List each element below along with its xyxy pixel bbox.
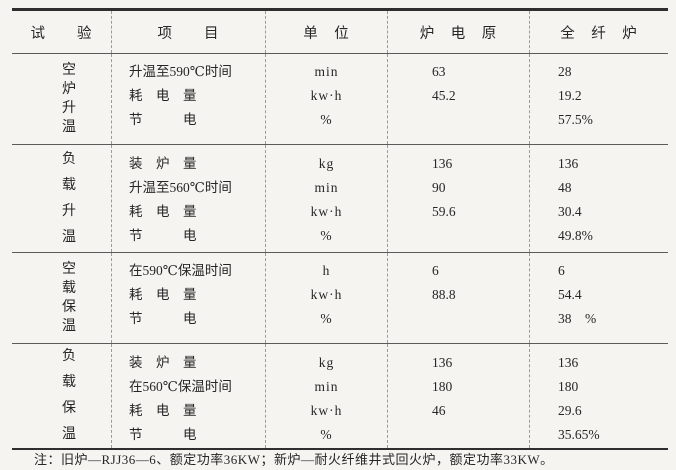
vertical-label: 负载保温 [62,349,76,442]
unit-value: kw·h [310,403,343,418]
comparison-table: 试 验 项 目 单 位 炉 电 原 全 纤 炉 空炉升温 升温至590℃时间 耗… [12,8,668,450]
table-footnote: 注：旧炉—RJJ36—6、额定功率36KW；新炉—耐火纤维井式回火炉，额定功率3… [34,452,554,467]
old-furnace-value: 90 [432,180,446,195]
fiber-furnace-value: 30.4 [558,204,582,219]
fiber-furnace-column: 136 48 30.4 49.8% [530,145,668,252]
fiber-furnace-value: 6 [558,263,565,278]
old-furnace-column: 6 88.8 [388,253,530,343]
fiber-furnace-value: 136 [558,355,579,370]
vertical-label: 负载升温 [62,151,76,245]
unit-value: % [320,427,333,442]
unit-value: min [314,379,339,394]
vertical-label: 空载保温 [62,262,76,334]
vertical-label: 空炉升温 [62,63,76,135]
old-furnace-value: 180 [432,379,453,394]
old-furnace-value: 6 [432,263,439,278]
item-label: 耗 电 量 [129,403,197,418]
fiber-furnace-column: 6 54.4 38 % [530,253,668,343]
fiber-furnace-value: 54.4 [558,287,582,302]
item-label: 耗 电 量 [129,287,197,302]
unit-value: h [322,263,331,278]
group-empty-furnace-heating: 空炉升温 升温至590℃时间 耗 电 量 节 电 min kw·h % 63 4… [12,54,668,145]
item-label: 耗 电 量 [129,204,197,219]
item-label: 装 炉 量 [129,156,197,171]
header-old-furnace: 炉 电 原 [388,11,530,53]
fiber-furnace-value: 49.8% [558,228,593,243]
unit-value: kg [318,355,335,370]
header-item: 项 目 [112,11,266,53]
old-furnace-column: 63 45.2 [388,54,530,144]
unit-value: kw·h [310,88,343,103]
group-loaded-heating: 负载升温 装 炉 量 升温至560℃时间 耗 电 量 节 电 kg min kw… [12,145,668,253]
old-furnace-value: 59.6 [432,204,456,219]
old-furnace-value: 46 [432,403,446,418]
unit-column: h kw·h % [266,253,388,343]
fiber-furnace-value: 19.2 [558,88,582,103]
header-test: 试 验 [12,11,112,53]
old-furnace-value [388,224,529,248]
item-column: 升温至590℃时间 耗 电 量 节 电 [112,54,266,144]
unit-value: % [320,228,333,243]
item-column: 装 炉 量 升温至560℃时间 耗 电 量 节 电 [112,145,266,252]
old-furnace-value: 136 [432,156,453,171]
group-side-label: 负载升温 [12,145,112,252]
unit-column: kg min kw·h % [266,344,388,448]
fiber-furnace-value: 28 [558,64,572,79]
item-label: 耗 电 量 [129,88,197,103]
old-furnace-value: 63 [432,64,446,79]
fiber-furnace-value: 38 % [558,311,597,326]
old-furnace-value: 88.8 [432,287,456,302]
old-furnace-column: 136 90 59.6 [388,145,530,252]
unit-value: kg [318,156,335,171]
table-header-row: 试 验 项 目 单 位 炉 电 原 全 纤 炉 [12,11,668,54]
unit-value: % [320,112,333,127]
item-label: 在590℃保温时间 [129,263,232,278]
item-label: 节 电 [129,228,197,243]
fiber-furnace-value: 35.65% [558,427,600,442]
fiber-furnace-column: 28 19.2 57.5% [530,54,668,144]
item-column: 装 炉 量 在560℃保温时间 耗 电 量 节 电 [112,344,266,448]
fiber-furnace-value: 29.6 [558,403,582,418]
item-label: 升温至590℃时间 [129,64,232,79]
item-label: 节 电 [129,112,197,127]
item-label: 装 炉 量 [129,355,197,370]
unit-column: kg min kw·h % [266,145,388,252]
old-furnace-value [388,423,529,447]
old-furnace-column: 136 180 46 [388,344,530,448]
group-side-label: 空载保温 [12,253,112,343]
fiber-furnace-value: 57.5% [558,112,593,127]
item-label: 在560℃保温时间 [129,379,232,394]
item-column: 在590℃保温时间 耗 电 量 节 电 [112,253,266,343]
group-side-label: 空炉升温 [12,54,112,144]
fiber-furnace-value: 180 [558,379,579,394]
old-furnace-value [388,108,529,132]
unit-value: min [314,64,339,79]
unit-column: min kw·h % [266,54,388,144]
fiber-furnace-value: 136 [558,156,579,171]
item-label: 节 电 [129,427,197,442]
unit-value: kw·h [310,287,343,302]
item-label: 升温至560℃时间 [129,180,232,195]
fiber-furnace-column: 136 180 29.6 35.65% [530,344,668,448]
item-label: 节 电 [129,311,197,326]
group-empty-holding: 空载保温 在590℃保温时间 耗 电 量 节 电 h kw·h % 6 88.8… [12,253,668,344]
unit-value: % [320,311,333,326]
unit-value: kw·h [310,204,343,219]
header-fiber-furnace: 全 纤 炉 [560,25,638,42]
old-furnace-value: 136 [432,355,453,370]
unit-value: min [314,180,339,195]
header-unit: 单 位 [266,11,388,53]
group-side-label: 负载保温 [12,344,112,448]
group-loaded-holding: 负载保温 装 炉 量 在560℃保温时间 耗 电 量 节 电 kg min kw… [12,344,668,448]
old-furnace-value: 45.2 [432,88,456,103]
fiber-furnace-value: 48 [558,180,572,195]
old-furnace-value [388,307,529,331]
